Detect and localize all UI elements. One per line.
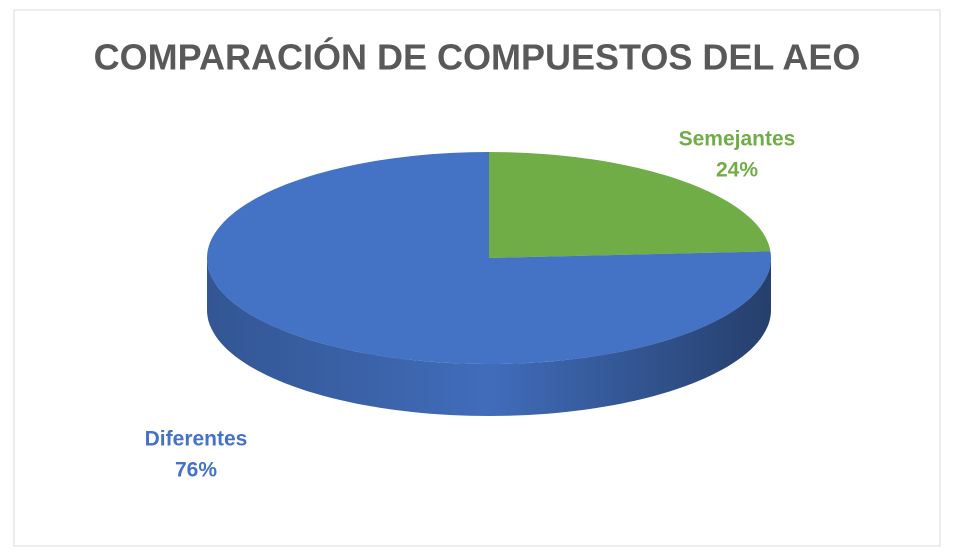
chart-title: COMPARACIÓN DE COMPUESTOS DEL AEO: [94, 36, 861, 78]
pie: [207, 152, 771, 416]
data-label-value: 24%: [716, 159, 758, 182]
data-label-name: Semejantes: [679, 128, 796, 151]
data-label-value: 76%: [175, 459, 217, 482]
pie-side-shade: [207, 258, 771, 416]
pie-slice: [489, 152, 771, 258]
data-label-name: Diferentes: [145, 428, 248, 451]
pie-slice: [207, 152, 771, 364]
